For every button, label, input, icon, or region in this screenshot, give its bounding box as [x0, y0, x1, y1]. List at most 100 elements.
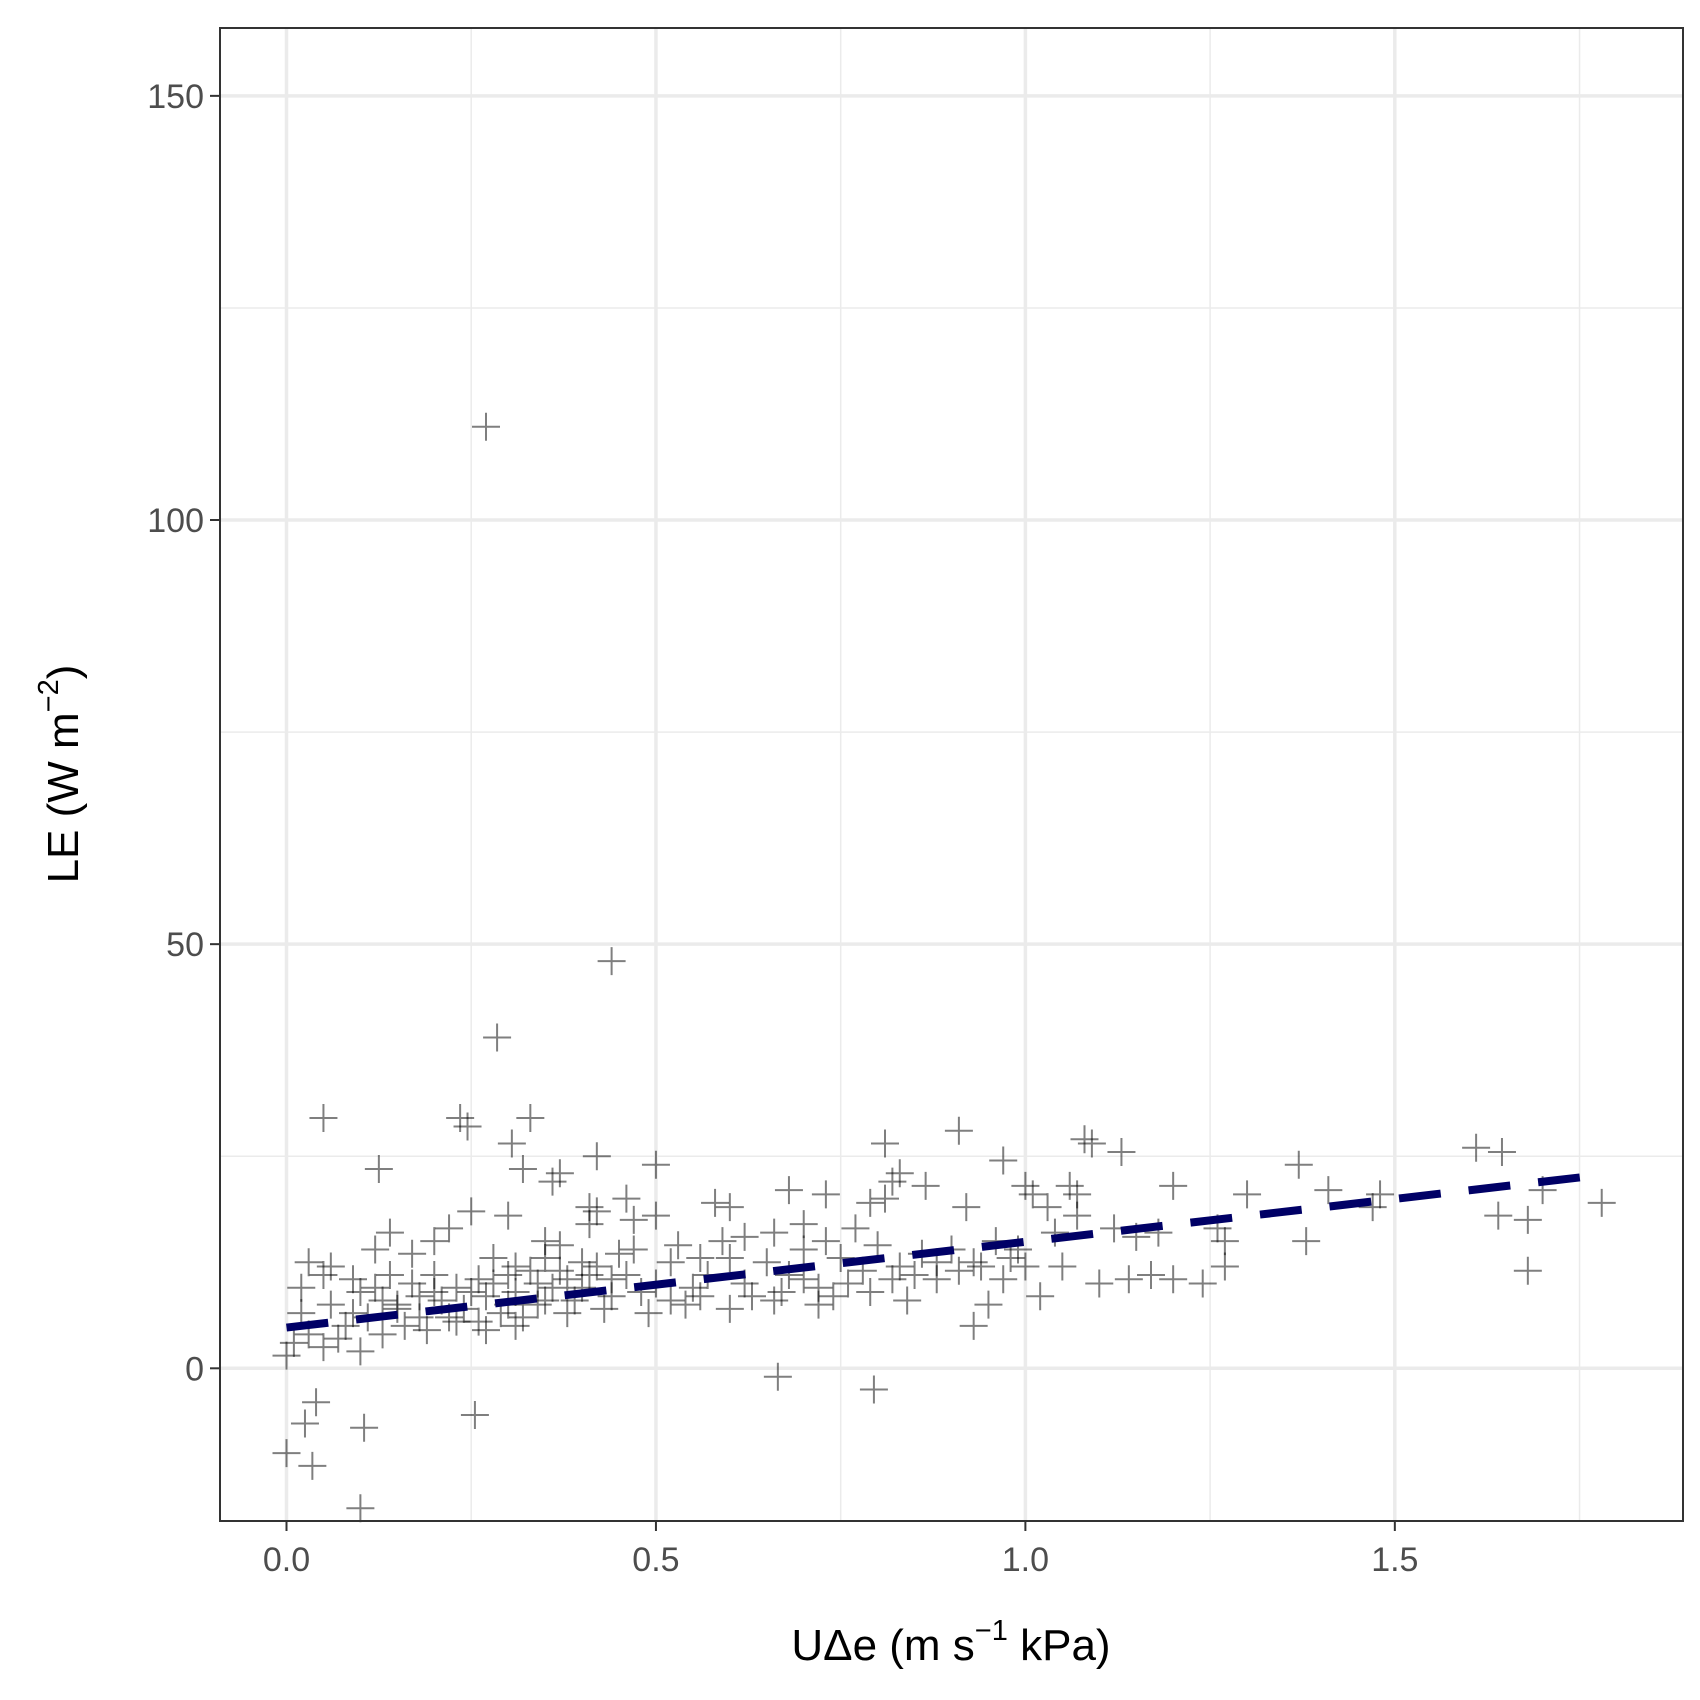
data-point [361, 1273, 390, 1302]
data-point [612, 1184, 641, 1213]
data-point [1070, 1125, 1099, 1154]
data-point [531, 1244, 560, 1273]
x-tick-label: 0.0 [263, 1541, 310, 1579]
x-tick-label: 1.5 [1371, 1541, 1418, 1579]
data-points [272, 412, 1616, 1523]
data-point [516, 1104, 545, 1133]
data-point [834, 1269, 863, 1298]
data-point [1048, 1252, 1077, 1281]
data-point [479, 1269, 508, 1298]
data-point [1314, 1176, 1343, 1205]
data-point [641, 1150, 670, 1179]
y-tick-label: 100 [147, 502, 204, 540]
data-point [900, 1260, 929, 1289]
data-point [361, 1235, 390, 1264]
data-point [738, 1282, 766, 1311]
x-axis-ticks: 0.0 0.5 1.0 1.5 [263, 1521, 1418, 1579]
data-point [538, 1273, 567, 1302]
data-point [435, 1214, 464, 1243]
minor-grid [220, 28, 1683, 1521]
data-point [375, 1260, 404, 1289]
data-point [819, 1282, 848, 1311]
data-point [290, 1409, 319, 1438]
data-point [442, 1307, 471, 1336]
data-point [656, 1248, 685, 1277]
data-point [1033, 1193, 1062, 1222]
data-point [508, 1154, 537, 1183]
data-point [701, 1188, 730, 1217]
data-point [346, 1277, 375, 1306]
data-point [390, 1311, 419, 1340]
data-point [944, 1256, 973, 1285]
data-point [501, 1311, 530, 1340]
data-point [885, 1252, 914, 1281]
fit-line-group [286, 1170, 1603, 1332]
data-point [634, 1299, 663, 1328]
data-point [494, 1260, 523, 1289]
data-point [911, 1171, 940, 1200]
data-point [1462, 1133, 1491, 1162]
data-point [1107, 1137, 1136, 1166]
data-point [989, 1265, 1018, 1294]
data-point [523, 1269, 552, 1298]
data-point [1366, 1180, 1395, 1209]
data-point [494, 1201, 523, 1230]
data-point [1026, 1282, 1055, 1311]
data-point [641, 1201, 670, 1230]
data-point [619, 1235, 648, 1264]
data-point [804, 1290, 833, 1319]
data-point [715, 1244, 744, 1273]
data-point [1114, 1265, 1143, 1294]
data-point [871, 1184, 899, 1213]
data-point [1210, 1227, 1239, 1256]
data-point [279, 1328, 308, 1357]
data-point [545, 1256, 574, 1285]
data-point [460, 1400, 489, 1429]
y-axis-ticks: 0 50 100 150 [147, 78, 220, 1388]
data-point [590, 1294, 619, 1323]
data-point [553, 1299, 582, 1328]
data-point [605, 1239, 633, 1268]
data-point [686, 1244, 715, 1273]
data-point [952, 1193, 981, 1222]
data-point [856, 1277, 885, 1306]
y-tick-label: 150 [147, 78, 204, 116]
data-point [575, 1260, 604, 1289]
data-point [298, 1451, 327, 1480]
data-point [859, 1375, 888, 1404]
data-point [398, 1239, 427, 1268]
data-point [1077, 1129, 1106, 1158]
data-point [457, 1197, 486, 1226]
data-point [1487, 1137, 1516, 1166]
data-point [774, 1176, 803, 1205]
data-point [339, 1299, 367, 1328]
data-point [375, 1218, 404, 1247]
data-point [1018, 1180, 1047, 1209]
data-point [412, 1316, 441, 1345]
data-point [1137, 1260, 1165, 1289]
data-point [1233, 1180, 1262, 1209]
data-point [730, 1222, 759, 1251]
fit-line [286, 1170, 1603, 1332]
y-tick-label: 50 [166, 926, 204, 964]
data-point [715, 1294, 744, 1323]
x-axis-title: UΔe (m s−1 kPa) [791, 1615, 1110, 1670]
data-point [597, 1265, 626, 1294]
data-point [885, 1159, 914, 1188]
data-point [582, 1197, 611, 1226]
data-point [1284, 1150, 1313, 1179]
data-point [841, 1214, 870, 1243]
y-tick-label: 0 [185, 1350, 204, 1388]
data-point [1063, 1201, 1092, 1230]
data-point [597, 947, 626, 976]
data-point [1587, 1188, 1616, 1217]
data-point [346, 1337, 375, 1366]
data-point [989, 1146, 1018, 1175]
data-point [368, 1286, 397, 1315]
data-point [545, 1159, 574, 1188]
data-point [309, 1260, 338, 1289]
data-point [582, 1142, 611, 1171]
data-point [664, 1231, 693, 1260]
data-point [1085, 1269, 1114, 1298]
